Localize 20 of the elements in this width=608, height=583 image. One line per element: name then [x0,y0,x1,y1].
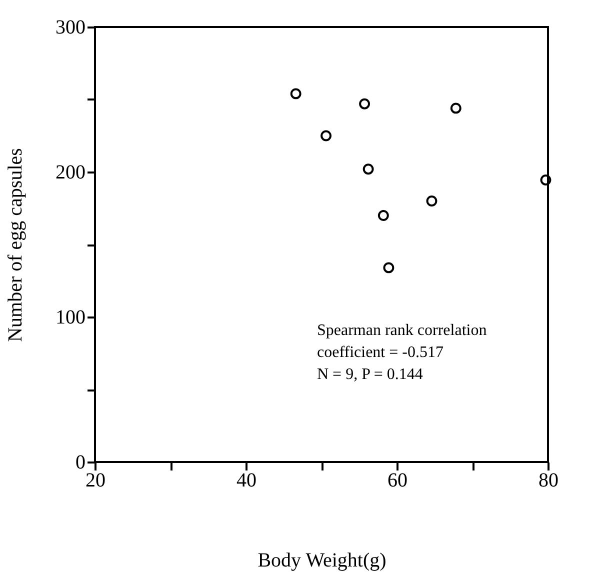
point [359,98,370,110]
y-tick-label: 0 [76,452,86,474]
y-tick-label: 100 [56,306,86,328]
point [450,102,462,114]
x-tick-label: 40 [236,470,256,492]
x-tick-label: 60 [388,470,408,492]
point [426,196,438,206]
y-tick-label: 300 [56,16,86,38]
point [383,262,394,274]
point [540,174,552,186]
point [362,164,374,175]
annotation: Spearman rank correlation coefficient = -0.517 N = 9, P = 0.144 [317,322,487,383]
y-axis-title: Number of egg capsules [4,148,26,342]
point [290,88,302,100]
point [320,130,332,142]
x-tick-label: 20 [86,470,106,492]
x-tick-label: 80 [538,470,558,492]
x-axis-title: Body Weight(g) [258,550,386,572]
y-tick-label: 200 [56,162,86,184]
point [378,210,389,221]
